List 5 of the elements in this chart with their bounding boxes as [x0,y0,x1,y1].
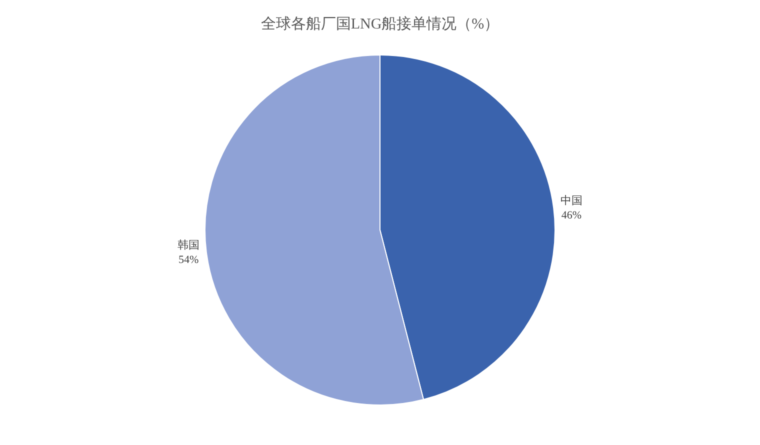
data-label: 54% [178,254,199,266]
chart-title: 全球各船厂国LNG船接单情况（%） [260,15,500,32]
slice-label: 韩国 [178,238,200,252]
data-label: 46% [561,210,582,222]
slice-label: 中国 [560,194,582,208]
